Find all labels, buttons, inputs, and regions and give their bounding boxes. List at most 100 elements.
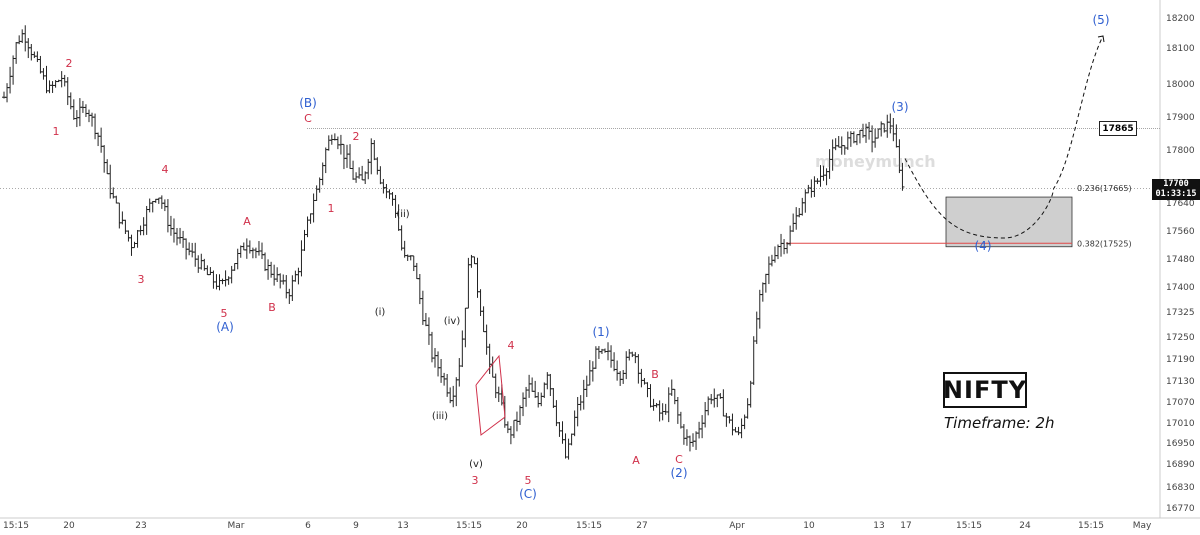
- ohlc-bar-12: [38, 55, 43, 74]
- ohlc-bar-259: [788, 225, 793, 246]
- ohlc-bar-38: [117, 202, 122, 229]
- time-tick-14: 17: [900, 521, 911, 531]
- ohlc-bar-233: [709, 393, 714, 405]
- ohlc-bar-296: [900, 162, 905, 191]
- ohlc-bar-98: [299, 240, 304, 277]
- wave-label-blue-2: (C): [519, 487, 537, 501]
- ohlc-bar-207: [630, 351, 635, 358]
- ohlc-bar-2: [8, 66, 13, 94]
- ohlc-bar-200: [609, 345, 614, 368]
- price-tick-16890: 16890: [1166, 460, 1195, 470]
- ohlc-bar-94: [287, 288, 292, 304]
- ohlc-bar-208: [633, 352, 638, 364]
- ohlc-bar-144: [439, 358, 444, 383]
- ohlc-bar-69: [211, 270, 216, 289]
- ohlc-bar-175: [533, 380, 538, 398]
- reference-lines: [0, 128, 1160, 190]
- price-tick-17560: 17560: [1166, 227, 1195, 237]
- ohlc-bar-14: [44, 65, 49, 94]
- ohlc-bar-180: [548, 373, 553, 397]
- ohlc-bar-194: [590, 361, 595, 382]
- ohlc-bar-117: [357, 167, 362, 179]
- ohlc-bar-55: [168, 215, 173, 236]
- ohlc-bar-203: [618, 371, 623, 386]
- ohlc-bar-29: [90, 112, 95, 127]
- ohlc-bar-62: [190, 242, 195, 258]
- ohlc-bar-125: [381, 178, 386, 194]
- time-tick-12: 10: [803, 521, 815, 531]
- price-tick-16770: 16770: [1166, 504, 1195, 514]
- ohlc-bar-41: [126, 230, 131, 242]
- ohlc-bar-292: [888, 113, 893, 134]
- ohlc-bar-161: [490, 356, 495, 378]
- wave-label-red-10: 4: [508, 339, 515, 352]
- ohlc-bar-174: [530, 377, 535, 392]
- time-tick-4: 6: [305, 521, 311, 531]
- price-tick-17640: 17640: [1166, 199, 1195, 209]
- fib-0382-label: 0.382(17525): [1077, 239, 1132, 248]
- annotations: [475, 35, 1105, 436]
- time-tick-0: 15:15: [3, 521, 29, 531]
- wave-label-minor-2: (iv): [444, 316, 461, 327]
- ohlc-bar-173: [527, 374, 532, 398]
- ohlc-bar-53: [162, 199, 167, 212]
- ohlc-bar-238: [724, 412, 729, 427]
- price-axis: 1820018100180001790017800177201764017560…: [1166, 14, 1195, 514]
- ohlc-bar-68: [208, 267, 213, 276]
- ohlc-bar-176: [536, 392, 541, 408]
- ohlc-bar-140: [426, 317, 431, 345]
- ohlc-bar-43: [132, 241, 137, 249]
- ohlc-bar-294: [894, 124, 899, 148]
- ohlc-bar-107: [326, 135, 331, 151]
- ohlc-bar-49: [150, 201, 155, 213]
- ohlc-bar-24: [74, 110, 79, 128]
- wave-label-red-15: C: [675, 453, 683, 466]
- ohlc-bar-139: [423, 312, 428, 327]
- ohlc-bar-135: [411, 255, 416, 272]
- wave-label-minor-1: (i): [375, 307, 386, 318]
- wave-label-red-11: 3: [472, 474, 479, 487]
- ohlc-bar-291: [885, 114, 890, 138]
- ohlc-bar-166: [505, 421, 510, 434]
- ohlc-bar-192: [584, 375, 589, 398]
- ohlc-bar-150: [457, 358, 462, 387]
- ohlc-bar-123: [375, 157, 380, 175]
- ohlc-bar-79: [241, 242, 246, 251]
- ohlc-bar-227: [691, 433, 696, 447]
- wave-label-blue-0: (A): [216, 320, 234, 334]
- price-tick-16830: 16830: [1166, 483, 1195, 493]
- ohlc-bar-65: [199, 253, 204, 270]
- projection-arrow: [1097, 35, 1105, 43]
- time-tick-13: 13: [873, 521, 884, 531]
- ohlc-bar-162: [493, 373, 498, 399]
- time-tick-9: 15:15: [576, 521, 602, 531]
- ohlc-bar-114: [348, 144, 353, 170]
- ohlc-bar-185: [563, 433, 568, 459]
- ohlc-bar-28: [86, 109, 91, 123]
- ohlc-bar-78: [238, 245, 243, 258]
- ohlc-bar-89: [272, 264, 277, 286]
- time-tick-18: May: [1133, 521, 1152, 531]
- ohlc-bar-137: [417, 273, 422, 305]
- ohlc-bar-182: [554, 400, 559, 427]
- ohlc-bar-288: [876, 128, 881, 139]
- target-zone-rect: [945, 196, 1073, 248]
- ohlc-bar-34: [105, 159, 110, 175]
- ohlc-bar-16: [50, 81, 55, 93]
- ohlc-bar-85: [259, 242, 264, 260]
- ohlc-bar-225: [684, 429, 689, 446]
- ohlc-bar-204: [621, 369, 626, 384]
- bar-countdown: 01:33:15: [1155, 189, 1197, 199]
- ohlc-bar-178: [542, 382, 547, 398]
- current-price-badge: 17700 01:33:15: [1152, 179, 1200, 200]
- ohlc-bar-226: [687, 435, 692, 452]
- ohlc-bar-260: [791, 213, 796, 232]
- ohlc-bar-73: [223, 270, 228, 287]
- ohlc-bar-240: [730, 413, 735, 436]
- ohlc-bar-70: [214, 274, 219, 290]
- ohlc-bar-118: [360, 165, 365, 181]
- ohlc-bar-153: [466, 257, 471, 309]
- price-tick-18100: 18100: [1166, 44, 1195, 54]
- ohlc-bar-97: [296, 267, 301, 285]
